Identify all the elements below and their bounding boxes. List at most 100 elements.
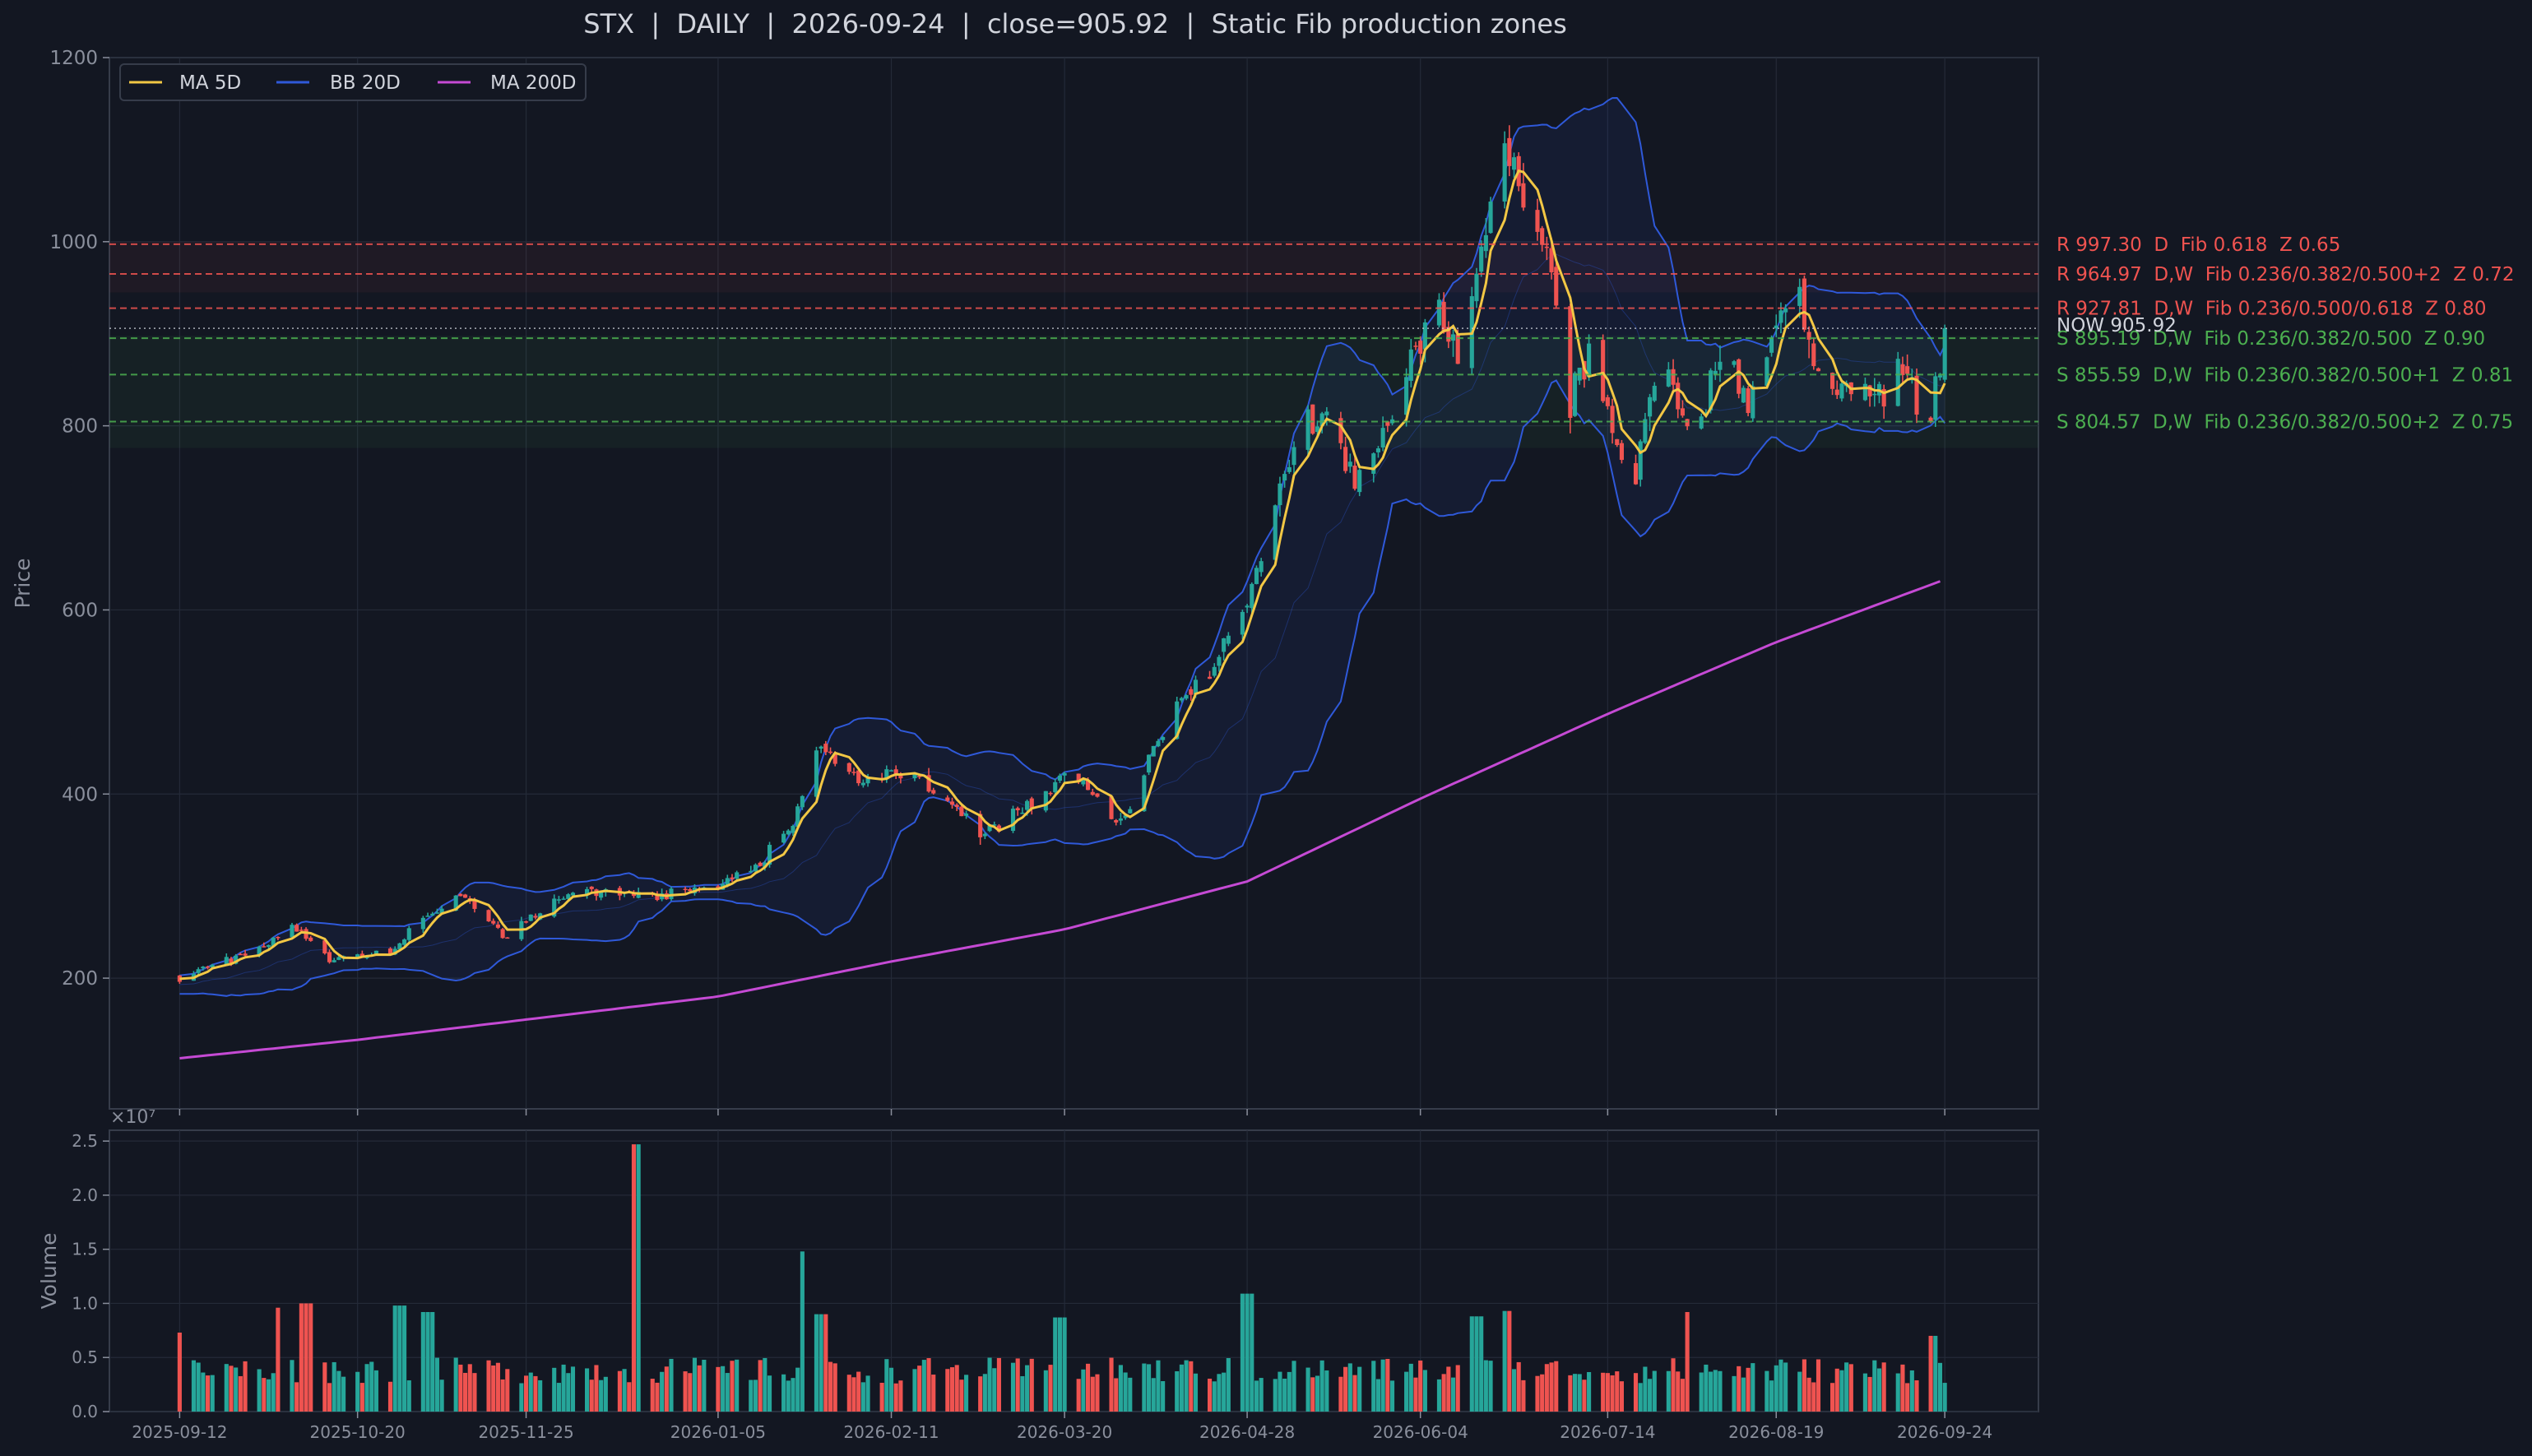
volume-tick-label: 2.5 [72,1131,98,1151]
candle [865,773,870,787]
volume-bar [1109,1357,1114,1412]
date-tick-label: 2026-06-04 [1373,1422,1468,1442]
candle [434,908,439,914]
volume-bar [884,1359,889,1412]
volume-bar [636,1144,641,1412]
volume-bar [1862,1373,1867,1412]
candle [1278,476,1282,517]
volume-bar [1488,1361,1493,1412]
candle [1179,697,1184,703]
volume-bar [1544,1364,1549,1412]
candle [299,926,304,932]
volume-bar [519,1383,524,1412]
chart-title: STX | DAILY | 2026-09-24 | close=905.92 … [583,8,1567,39]
volume-bar [1305,1367,1310,1412]
date-tick-label: 2026-07-14 [1560,1422,1655,1442]
candle [1408,338,1413,387]
candle [949,797,955,809]
candle [1479,240,1484,277]
candle [1287,459,1292,475]
candle [931,787,936,795]
volume-bar [1648,1379,1653,1412]
volume-bar [949,1367,955,1412]
volume-bar [1615,1371,1620,1412]
volume-bar [500,1379,505,1412]
price-tick-label: 600 [62,600,98,621]
volume-bar [271,1373,276,1412]
candle [304,927,308,941]
level-label-s-855: S 855.59 D,W Fib 0.236/0.382/0.500+1 Z 0… [2057,364,2513,386]
volume-bar [359,1383,364,1412]
ma-5d-line [179,169,1946,981]
volume-bar [931,1375,936,1412]
volume-bar [1062,1317,1067,1412]
candle [1783,304,1788,327]
volume-bar [434,1357,439,1412]
volume-bar [1287,1371,1292,1412]
candle [1671,359,1676,392]
volume-bar [1582,1379,1587,1412]
volume-bar [299,1303,304,1412]
candle [201,966,206,971]
candle [1418,336,1423,365]
volume-bar [584,1368,590,1412]
volume-bar [1848,1364,1853,1412]
candle [1319,411,1324,434]
candle [308,935,313,942]
candle [1207,670,1213,679]
candle [888,769,894,772]
candle [1273,504,1278,564]
volume-bar [1900,1364,1905,1412]
volume-bar [786,1380,791,1412]
volume-bar [495,1362,500,1412]
candle [1118,813,1123,825]
candle [1652,382,1657,402]
volume-bar [758,1360,763,1412]
volume-bar [210,1375,215,1412]
volume-bar [1057,1317,1062,1412]
volume-bar [1240,1293,1245,1412]
candle [818,745,823,754]
candle [814,746,819,801]
volume-bar [622,1369,627,1412]
volume-bar [697,1365,702,1412]
candle [1385,420,1390,433]
candle [1933,372,1938,427]
volume-axis-label: Volume [37,1233,61,1310]
volume-bar [1713,1370,1718,1412]
candle [1352,454,1357,491]
candle [1834,380,1839,400]
volume-bar [1876,1368,1882,1412]
candle [1830,372,1835,396]
volume-bar [1942,1383,1947,1412]
candle [758,861,763,867]
candle [262,942,267,948]
level-label-r-997: R 997.30 D Fib 0.618 Z 0.65 [2057,234,2340,256]
volume-bar [959,1379,964,1412]
volume-bar [1319,1360,1324,1412]
candle [1544,236,1549,261]
volume-bar [1881,1362,1886,1412]
volume-bar [308,1303,313,1412]
candle [1587,334,1592,382]
volume-bar [1347,1363,1352,1412]
volume-bar [1189,1361,1194,1412]
candle [1666,362,1671,387]
candle [1676,377,1681,419]
volume-bar [224,1364,229,1412]
volume-bar [992,1368,997,1412]
volume-bar [912,1369,917,1412]
volume-bar [1671,1358,1676,1412]
volume-bar [1292,1361,1296,1412]
volume-bar [472,1373,477,1412]
candle [1942,324,1947,383]
volume-tick-label: 2.0 [72,1185,98,1205]
volume-bar [229,1366,234,1412]
volume-bar [1217,1374,1222,1412]
volume-bar [1704,1364,1709,1412]
volume-bar [828,1361,833,1412]
candle [945,795,950,802]
volume-bar [341,1376,346,1412]
volume-bar [1685,1311,1690,1412]
volume-bar [397,1305,402,1412]
